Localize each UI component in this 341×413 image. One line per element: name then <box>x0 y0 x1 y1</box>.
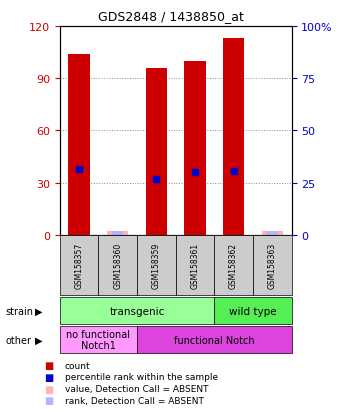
Text: rank, Detection Call = ABSENT: rank, Detection Call = ABSENT <box>65 396 204 405</box>
Text: GDS2848 / 1438850_at: GDS2848 / 1438850_at <box>98 10 243 23</box>
Text: GSM158359: GSM158359 <box>152 242 161 288</box>
Text: functional Notch: functional Notch <box>174 335 255 345</box>
Text: strain: strain <box>5 306 33 316</box>
Text: value, Detection Call = ABSENT: value, Detection Call = ABSENT <box>65 384 208 393</box>
Text: ■: ■ <box>44 372 54 382</box>
Text: ▶: ▶ <box>35 306 43 316</box>
Text: transgenic: transgenic <box>109 306 165 316</box>
Text: wild type: wild type <box>229 306 277 316</box>
Text: ■: ■ <box>44 384 54 394</box>
Text: other: other <box>5 335 31 345</box>
Bar <box>107 231 128 235</box>
Bar <box>223 39 244 235</box>
Text: percentile rank within the sample: percentile rank within the sample <box>65 373 218 382</box>
Bar <box>266 231 278 235</box>
Bar <box>68 55 90 235</box>
Bar <box>184 62 206 235</box>
Text: GSM158361: GSM158361 <box>190 242 199 288</box>
Bar <box>112 231 123 235</box>
Text: ■: ■ <box>44 361 54 370</box>
Bar <box>146 69 167 235</box>
Text: count: count <box>65 361 90 370</box>
Text: no functional
Notch1: no functional Notch1 <box>66 329 130 351</box>
Text: GSM158362: GSM158362 <box>229 242 238 288</box>
Text: ▶: ▶ <box>35 335 43 345</box>
Text: GSM158360: GSM158360 <box>113 242 122 288</box>
Text: GSM158357: GSM158357 <box>74 242 84 288</box>
Text: ■: ■ <box>44 395 54 405</box>
Text: GSM158363: GSM158363 <box>268 242 277 288</box>
Bar <box>262 231 283 235</box>
